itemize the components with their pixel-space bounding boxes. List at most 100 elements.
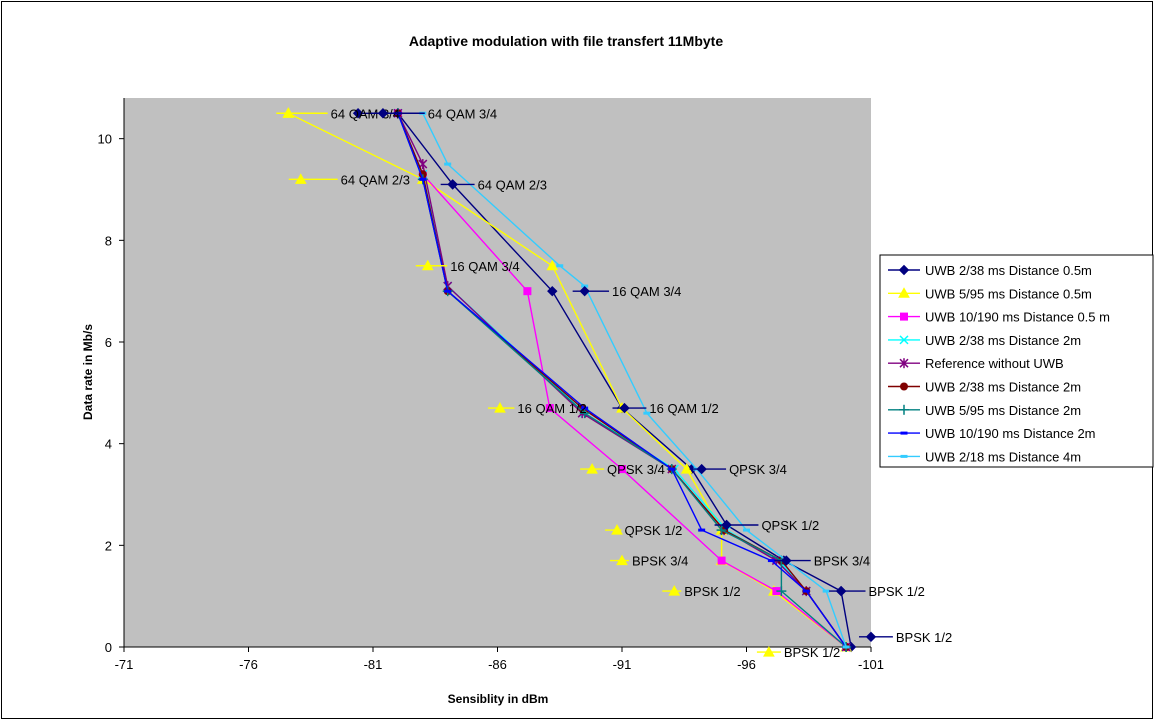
y-tick-label: 8 [105,233,112,248]
annotation-marker [579,285,590,297]
legend-item: UWB 10/190 ms Distance 0.5 m [888,310,1110,325]
annotation-label: BPSK 1/2 [869,584,925,599]
data-point [546,259,559,271]
annotation-marker [696,463,707,475]
point-annotation: BPSK 1/2 [829,584,925,599]
annotation-marker [377,108,389,119]
x-axis-title: Sensiblity in dBm [448,692,549,706]
data-point [698,528,706,532]
data-point [444,289,452,293]
annotation-marker [668,585,681,596]
legend-item: UWB 5/95 ms Distance 2m [888,403,1081,418]
annotation-marker [421,259,434,271]
point-annotation: QPSK 1/2 [714,518,819,533]
annotation-marker [865,631,877,643]
legend-label: UWB 5/95 ms Distance 0.5m [925,286,1092,301]
point-annotation: QPSK 1/2 [605,523,682,538]
legend-label: Reference without UWB [925,356,1064,371]
data-point [822,589,830,593]
data-point [523,287,532,296]
annotation-marker [282,107,295,118]
annotation-layer: 64 QAM 3/4 64 QAM 3/464 QAM 2/3 64 QAM 2/3… [276,106,952,660]
legend-item: UWB 2/38 ms Distance 2m [888,380,1081,395]
annotation-marker [494,402,506,413]
point-annotation: 64 QAM 3/4 [370,106,497,121]
y-tick-label: 0 [105,640,112,655]
plot-area [124,98,871,647]
annotation-label: BPSK 3/4 [814,554,870,569]
legend-swatch-marker [900,382,908,391]
annotation-marker [835,585,847,597]
annotation-label: QPSK 3/4 [729,462,787,477]
annotation-label: 16 QAM 1/2 [517,401,586,416]
annotation-label: QPSK 3/4 [607,462,665,477]
point-annotation: BPSK 3/4 [774,554,870,569]
annotation-label: 16 QAM 3/4 [612,284,681,299]
annotation-label: 64 QAM 2/3 [341,172,410,187]
y-tick-label: 6 [105,335,112,350]
point-annotation: BPSK 3/4 [610,554,688,569]
data-point [668,467,676,471]
x-tick-label: -71 [115,657,134,672]
data-point [444,162,452,166]
legend-label: UWB 10/190 ms Distance 0.5 m [925,310,1110,325]
data-point [680,463,693,474]
series-line [422,112,847,648]
x-tick-label: -101 [858,657,884,672]
series-line [358,112,852,648]
data-point [581,406,589,410]
annotation-label: QPSK 1/2 [761,518,819,533]
y-axis-title: Data rate in Mb/s [81,324,95,420]
y-tick-label: 4 [105,437,112,452]
legend-item: Reference without UWB [888,356,1064,371]
data-point [545,404,554,413]
legend-label: UWB 2/38 ms Distance 0.5m [925,263,1092,278]
data-point [842,645,850,649]
legend-label: UWB 2/38 ms Distance 2m [925,333,1081,348]
data-point [643,411,651,415]
data-point [556,264,564,268]
series-line [397,113,847,648]
legend-label: UWB 10/190 ms Distance 2m [925,426,1096,441]
annotation-marker [721,519,732,531]
legend-item: UWB 10/190 ms Distance 2m [888,426,1096,441]
legend-swatch-marker [900,454,908,458]
point-annotation: 64 QAM 2/3 [288,172,410,187]
annotation-marker [611,524,623,535]
legend-item: UWB 2/18 ms Distance 4m [888,449,1081,464]
annotation-label: BPSK 3/4 [632,554,688,569]
annotation-label: QPSK 1/2 [624,523,682,538]
annotation-marker [616,554,628,566]
legend-swatch-marker [898,287,910,298]
annotation-marker [619,402,630,414]
annotation-label: 64 QAM 2/3 [478,177,547,192]
legend-item: UWB 2/38 ms Distance 0.5m [888,263,1092,278]
point-annotation: 16 QAM 1/2 [487,401,587,416]
data-point [767,559,775,563]
legend: UWB 2/38 ms Distance 0.5m UWB 5/95 ms Dis… [879,254,1154,468]
data-point [419,177,427,181]
data-point [352,108,364,119]
x-tick-label: -86 [488,657,507,672]
chart-title: Adaptive modulation with file transfert … [409,33,723,49]
legend-swatch-marker [899,358,909,369]
x-tick-label: -91 [613,657,632,672]
annotation-label: 16 QAM 1/2 [649,401,718,416]
data-point [776,586,787,597]
point-annotation: BPSK 1/2 [756,645,840,660]
series-layer [282,107,857,653]
axes: -71 -76 -81 -86 -91 -96 -101 0 2 4 6 8 10 [98,98,884,672]
data-point [547,285,558,297]
legend-swatch-marker [900,431,908,435]
annotation-marker [586,463,598,474]
y-tick-label: 10 [98,132,112,147]
data-point [717,556,726,565]
data-point [743,528,750,532]
annotation-label: 64 QAM 3/4 [428,106,497,121]
annotation-label: BPSK 1/2 [784,645,840,660]
annotation-marker [447,179,458,190]
annotation-marker [763,646,775,657]
x-tick-label: -76 [239,657,258,672]
point-annotation: QPSK 3/4 [580,462,665,477]
